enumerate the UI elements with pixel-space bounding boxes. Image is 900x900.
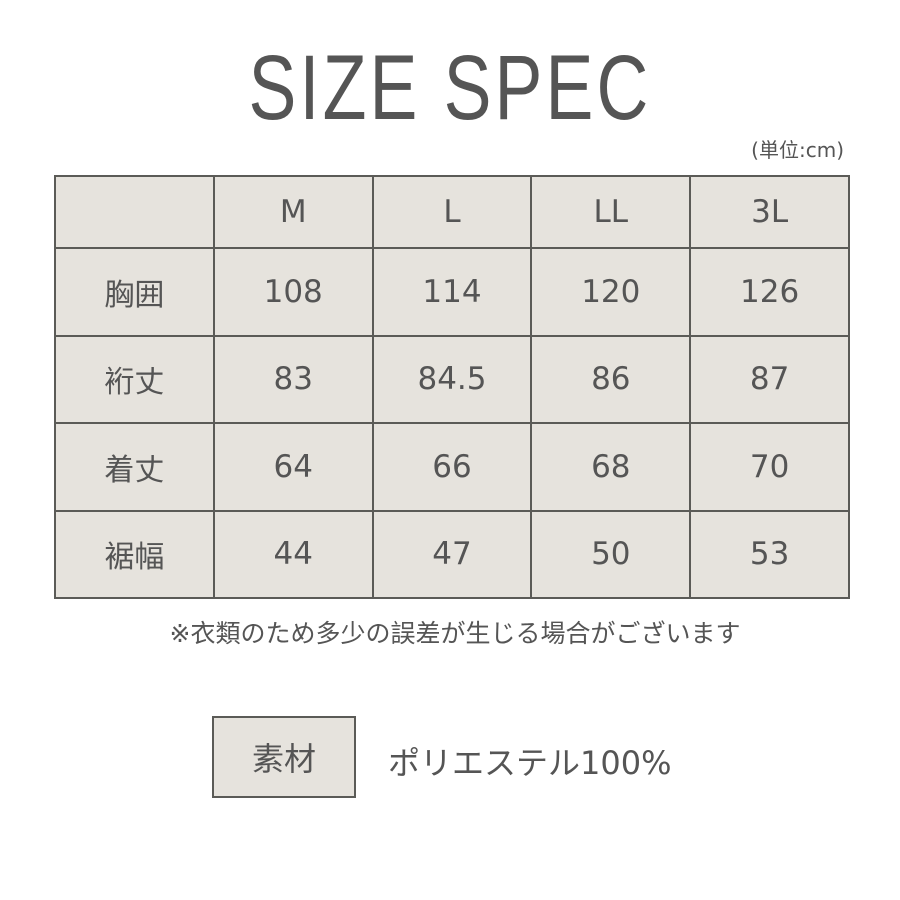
row-label: 裄丈 (54, 334, 215, 425)
table-cell: 53 (689, 509, 850, 600)
disclaimer-note: ※衣類のため多少の誤差が生じる場合がございます (169, 619, 741, 648)
table-header-row: M L LL 3L (54, 174, 850, 250)
row-label: 着丈 (54, 422, 215, 512)
header-cell: M (212, 174, 374, 250)
unit-label: (単位:cm) (751, 138, 844, 162)
table-cell: 87 (689, 334, 850, 425)
material-value: ポリエステル100% (388, 744, 672, 782)
table-cell: 47 (371, 509, 533, 600)
table-cell: 66 (371, 422, 533, 512)
table-row: 着丈 64 66 68 70 (54, 422, 850, 512)
table-cell: 50 (530, 509, 692, 600)
row-label: 裾幅 (54, 509, 215, 600)
table-row: 裄丈 83 84.5 86 87 (54, 334, 850, 425)
table-cell: 68 (530, 422, 692, 512)
table-cell: 64 (212, 422, 374, 512)
table-cell: 70 (689, 422, 850, 512)
size-table: M L LL 3L 胸囲 108 114 120 126 裄丈 83 84.5 … (54, 174, 850, 600)
table-row: 裾幅 44 47 50 53 (54, 509, 850, 600)
table-cell: 114 (371, 247, 533, 337)
table-cell: 84.5 (371, 334, 533, 425)
table-cell: 83 (212, 334, 374, 425)
table-cell: 44 (212, 509, 374, 600)
table-cell: 108 (212, 247, 374, 337)
table-cell: 126 (689, 247, 850, 337)
header-cell (54, 174, 215, 250)
header-cell: LL (530, 174, 692, 250)
table-row: 胸囲 108 114 120 126 (54, 247, 850, 337)
page-title: SIZE SPEC (248, 37, 652, 139)
material-label: 素材 (212, 716, 356, 798)
header-cell: 3L (689, 174, 850, 250)
table-cell: 120 (530, 247, 692, 337)
table-cell: 86 (530, 334, 692, 425)
row-label: 胸囲 (54, 247, 215, 337)
header-cell: L (371, 174, 533, 250)
